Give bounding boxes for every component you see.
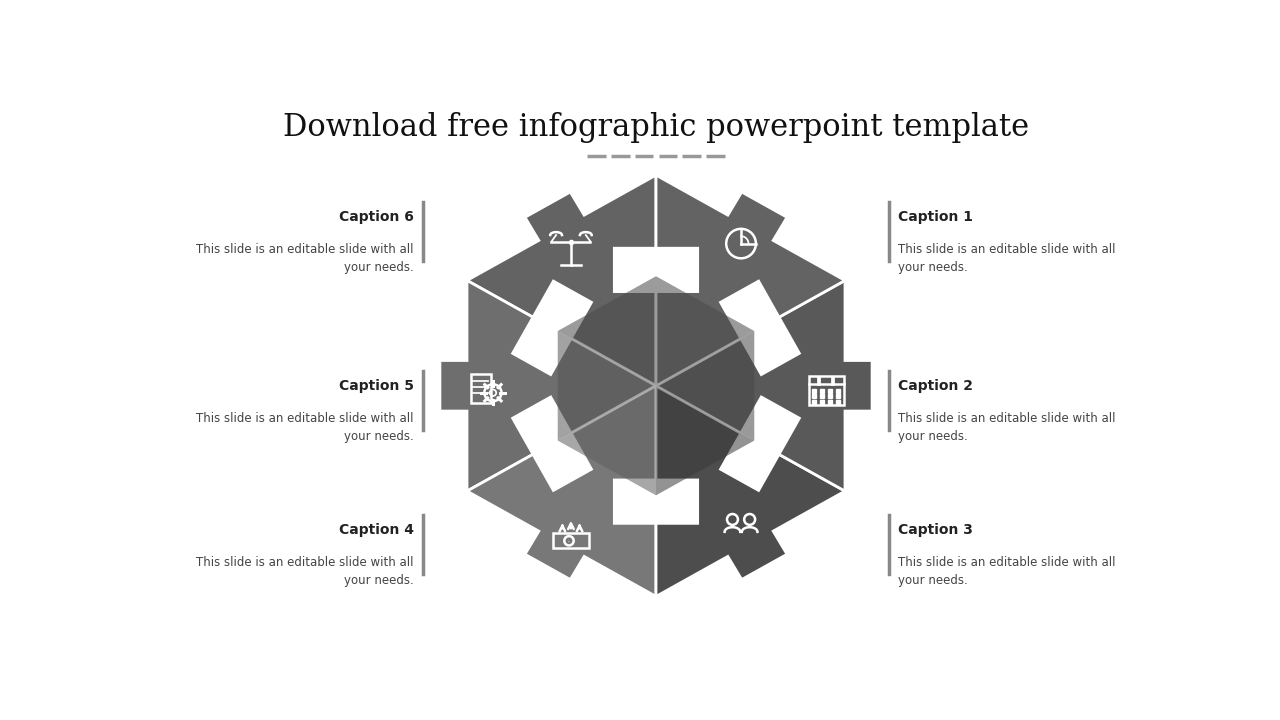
Polygon shape bbox=[440, 280, 657, 491]
Polygon shape bbox=[657, 386, 754, 495]
Text: Caption 4: Caption 4 bbox=[339, 523, 413, 537]
Polygon shape bbox=[467, 386, 657, 596]
Polygon shape bbox=[657, 175, 845, 386]
Text: Download free infographic powerpoint template: Download free infographic powerpoint tem… bbox=[283, 112, 1029, 143]
Text: This slide is an editable slide with all
your needs.: This slide is an editable slide with all… bbox=[196, 556, 413, 587]
Text: This slide is an editable slide with all
your needs.: This slide is an editable slide with all… bbox=[196, 412, 413, 443]
Text: This slide is an editable slide with all
your needs.: This slide is an editable slide with all… bbox=[899, 412, 1116, 443]
Text: Caption 2: Caption 2 bbox=[899, 379, 973, 393]
Polygon shape bbox=[558, 386, 657, 495]
Polygon shape bbox=[657, 276, 754, 386]
Text: Caption 1: Caption 1 bbox=[899, 210, 973, 224]
Bar bbox=[809, 376, 844, 405]
Polygon shape bbox=[657, 386, 845, 596]
Polygon shape bbox=[558, 331, 657, 441]
Text: $: $ bbox=[568, 540, 570, 541]
Bar bbox=[553, 534, 589, 548]
Text: Caption 6: Caption 6 bbox=[339, 210, 413, 224]
Bar bbox=[471, 374, 490, 403]
Text: Caption 5: Caption 5 bbox=[339, 379, 413, 393]
Text: Caption 3: Caption 3 bbox=[899, 523, 973, 537]
Polygon shape bbox=[467, 175, 657, 386]
Text: This slide is an editable slide with all
your needs.: This slide is an editable slide with all… bbox=[899, 243, 1116, 274]
Polygon shape bbox=[657, 280, 872, 491]
Text: This slide is an editable slide with all
your needs.: This slide is an editable slide with all… bbox=[899, 556, 1116, 587]
Polygon shape bbox=[558, 276, 657, 386]
Text: This slide is an editable slide with all
your needs.: This slide is an editable slide with all… bbox=[196, 243, 413, 274]
Polygon shape bbox=[657, 331, 754, 441]
